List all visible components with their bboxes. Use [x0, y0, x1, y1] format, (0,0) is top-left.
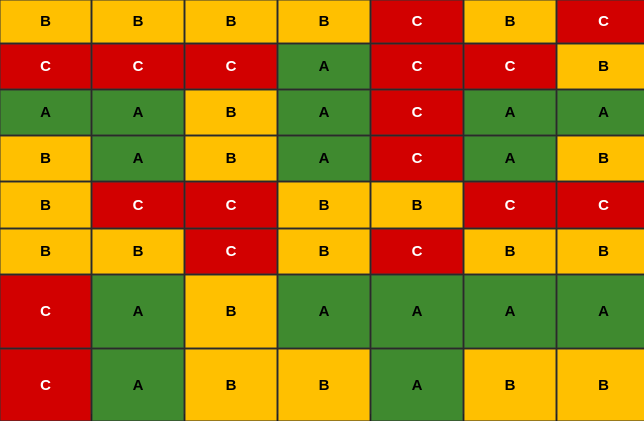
grid-cell: C: [371, 44, 463, 89]
grid-cell: B: [278, 349, 370, 421]
grid-cell: C: [464, 44, 556, 89]
grid-cell: B: [464, 229, 556, 274]
grid-cell: B: [0, 182, 91, 228]
grid-cell: A: [92, 275, 184, 348]
grid-cell: C: [464, 182, 556, 228]
grid-cell: A: [278, 44, 370, 89]
grid-cell: B: [557, 44, 644, 89]
grid-cell: B: [92, 229, 184, 274]
grid-cell: A: [557, 275, 644, 348]
grid-cell: A: [278, 90, 370, 135]
grid-cell: A: [371, 275, 463, 348]
grid-cell: C: [0, 349, 91, 421]
grid-cell: A: [464, 90, 556, 135]
grid-cell: A: [92, 136, 184, 181]
grid-cell: C: [185, 229, 277, 274]
grid-cell: A: [464, 136, 556, 181]
grid-cell: C: [371, 229, 463, 274]
grid-cell: B: [185, 90, 277, 135]
grid-cell: A: [278, 275, 370, 348]
grid-cell: C: [557, 0, 644, 43]
grid-cell: C: [92, 44, 184, 89]
grid-cell: B: [185, 349, 277, 421]
grid-cell: A: [371, 349, 463, 421]
grid-cell: C: [371, 90, 463, 135]
grid-cell: B: [0, 229, 91, 274]
grid-cell: C: [0, 44, 91, 89]
grid-cell: C: [92, 182, 184, 228]
grid-cell: A: [0, 90, 91, 135]
grid-cell: B: [278, 0, 370, 43]
grid-cell: B: [371, 182, 463, 228]
grid-cell: B: [0, 136, 91, 181]
grid-cell: B: [464, 349, 556, 421]
grid-cell: C: [0, 275, 91, 348]
grid-cell: B: [92, 0, 184, 43]
grid-cell: B: [557, 136, 644, 181]
grid-cell: B: [185, 136, 277, 181]
grid-cell: B: [0, 0, 91, 43]
grid-cell: B: [557, 349, 644, 421]
grid-cell: C: [371, 0, 463, 43]
grid-cell: A: [278, 136, 370, 181]
grid-cell: C: [371, 136, 463, 181]
grid-cell: B: [278, 182, 370, 228]
grid-cell: A: [464, 275, 556, 348]
grid-cell: B: [185, 0, 277, 43]
grid-cell: C: [557, 182, 644, 228]
grid-cell: B: [557, 229, 644, 274]
grid-cell: B: [185, 275, 277, 348]
grid-cell: A: [92, 349, 184, 421]
grid-cell: B: [464, 0, 556, 43]
grid-cell: A: [557, 90, 644, 135]
grid-cell: C: [185, 182, 277, 228]
grid-cell: C: [185, 44, 277, 89]
grid-cell: B: [278, 229, 370, 274]
grid-cell: A: [92, 90, 184, 135]
